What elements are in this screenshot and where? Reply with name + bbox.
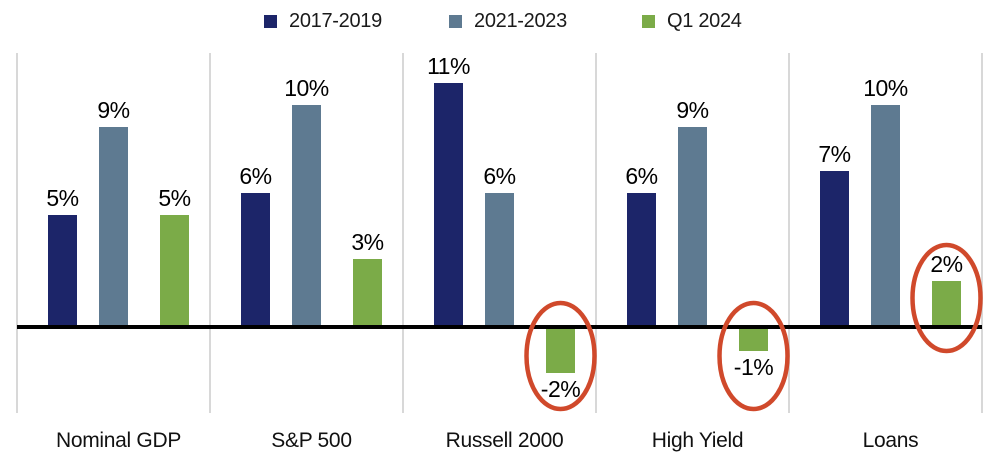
bar-2017-2019-nominal-gdp — [48, 215, 77, 325]
bar-2021-2023-loans — [871, 105, 900, 325]
bar-2017-2019-russell-2000 — [434, 83, 463, 325]
legend-label: 2021-2023 — [474, 9, 567, 32]
bar-2021-2023-nominal-gdp — [99, 127, 128, 325]
bar-2021-2023-s-p-500 — [292, 105, 321, 325]
panel-separator-line — [402, 53, 404, 413]
bar-value-label-q1-2024-high-yield: -1% — [733, 354, 774, 380]
bar-value-label-2017-2019-nominal-gdp: 5% — [46, 185, 79, 211]
zero-axis-line — [17, 325, 982, 329]
bar-q1-2024-loans — [932, 281, 961, 325]
legend-item-2021-2023: 2021-2023 — [449, 9, 567, 32]
panel-separator-line — [788, 53, 790, 413]
category-label-nominal-gdp: Nominal GDP — [55, 429, 182, 452]
bar-value-label-2017-2019-s-p-500: 6% — [239, 163, 272, 189]
category-label-russell-2000: Russell 2000 — [445, 429, 564, 452]
bar-2017-2019-s-p-500 — [241, 193, 270, 325]
bar-q1-2024-nominal-gdp — [160, 215, 189, 325]
category-label-loans: Loans — [862, 429, 919, 452]
bar-q1-2024-russell-2000 — [546, 329, 575, 373]
legend-item-2017-2019: 2017-2019 — [264, 9, 382, 32]
legend-item-q1-2024: Q1 2024 — [642, 9, 742, 32]
panel-separator-line — [595, 53, 597, 413]
bar-value-label-2021-2023-loans: 10% — [863, 75, 908, 101]
legend-swatch-icon — [264, 14, 277, 28]
bar-q1-2024-s-p-500 — [353, 259, 382, 325]
panel-separator-line — [209, 53, 211, 413]
bar-2017-2019-loans — [820, 171, 849, 325]
legend-label: Q1 2024 — [667, 9, 742, 32]
bar-value-label-q1-2024-s-p-500: 3% — [351, 229, 384, 255]
bar-value-label-q1-2024-russell-2000: -2% — [540, 376, 581, 402]
bar-2017-2019-high-yield — [627, 193, 656, 325]
bar-value-label-2017-2019-russell-2000: 11% — [427, 53, 470, 79]
bar-value-label-2017-2019-high-yield: 6% — [625, 163, 658, 189]
bar-2021-2023-high-yield — [678, 127, 707, 325]
bar-value-label-2021-2023-s-p-500: 10% — [284, 75, 329, 101]
panel-separator-line — [16, 53, 18, 413]
legend-swatch-icon — [642, 14, 655, 28]
bar-value-label-2021-2023-nominal-gdp: 9% — [97, 97, 130, 123]
bar-value-label-2021-2023-high-yield: 9% — [676, 97, 709, 123]
bar-value-label-2021-2023-russell-2000: 6% — [483, 163, 516, 189]
bar-value-label-q1-2024-loans: 2% — [930, 251, 963, 277]
legend-swatch-icon — [449, 14, 462, 28]
legend-label: 2017-2019 — [289, 9, 382, 32]
panel-separator-line — [981, 53, 983, 413]
bar-q1-2024-high-yield — [739, 329, 768, 351]
category-label-high-yield: High Yield — [651, 429, 744, 452]
bar-2021-2023-russell-2000 — [485, 193, 514, 325]
bar-value-label-q1-2024-nominal-gdp: 5% — [158, 185, 191, 211]
bar-value-label-2017-2019-loans: 7% — [818, 141, 851, 167]
category-label-s-p-500: S&P 500 — [271, 429, 352, 452]
